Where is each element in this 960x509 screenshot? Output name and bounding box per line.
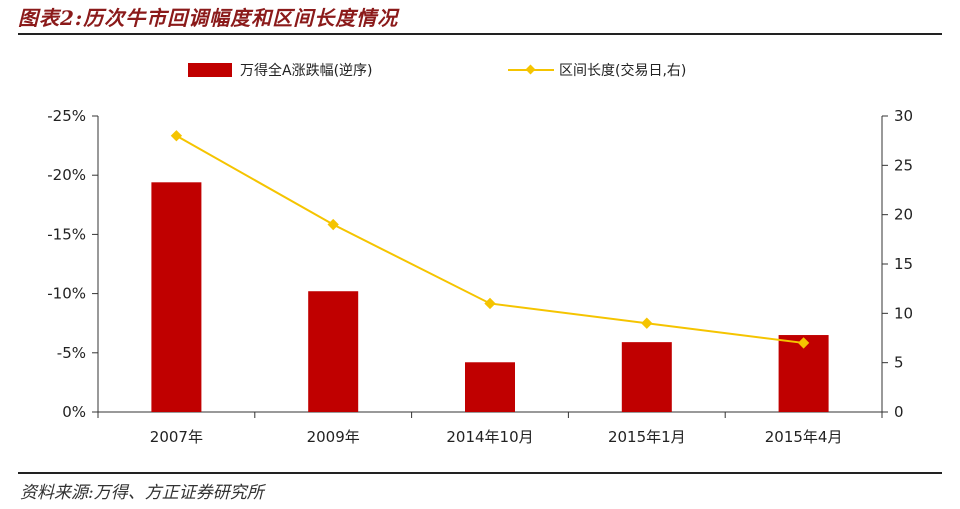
line-point	[641, 317, 653, 329]
line-series-path	[175, 134, 804, 344]
right-tick-label: 20	[894, 206, 913, 224]
legend-line-label: 区间长度(交易日,右)	[559, 62, 686, 79]
source-note: 资料来源:万得、方正证券研究所	[20, 483, 264, 503]
x-tick-label: 2015年4月	[765, 428, 843, 446]
right-tick-label: 25	[894, 156, 913, 174]
bar	[465, 362, 515, 412]
title-rule	[18, 33, 942, 35]
legend-bar-label: 万得全A涨跌幅(逆序)	[240, 62, 373, 79]
line-point	[170, 130, 183, 142]
bar	[621, 342, 672, 412]
left-tick-label: -20%	[47, 166, 86, 184]
x-tick-label: 2015年1月	[608, 428, 686, 446]
legend-bar-swatch	[188, 63, 232, 77]
left-tick-label: -5%	[57, 344, 86, 362]
line-point	[797, 337, 810, 349]
left-tick-label: 0%	[62, 403, 86, 421]
line-point	[327, 218, 339, 231]
right-tick-label: 5	[894, 354, 904, 372]
chart: 万得全A涨跌幅(逆序) 区间长度(交易日,右) -25% -20% -15% -10%…	[47, 62, 913, 446]
right-tick-label: 10	[894, 304, 913, 322]
x-tick-label: 2014年10月	[446, 428, 533, 446]
right-tick-label: 0	[894, 403, 904, 421]
left-tick-label: -15%	[47, 225, 86, 243]
line-point	[484, 297, 496, 310]
left-tick-label: -25%	[47, 107, 86, 125]
legend-line-marker	[525, 64, 536, 75]
x-tick-label: 2009年	[307, 428, 360, 446]
bar	[308, 291, 359, 412]
right-tick-label: 15	[894, 255, 913, 273]
x-tick-label: 2007年	[150, 428, 203, 446]
right-tick-label: 30	[894, 107, 913, 125]
left-tick-label: -10%	[47, 285, 86, 303]
source-rule	[18, 472, 942, 474]
chart-title: 图表2:历次牛市回调幅度和区间长度情况	[18, 6, 399, 30]
bar	[151, 182, 202, 412]
